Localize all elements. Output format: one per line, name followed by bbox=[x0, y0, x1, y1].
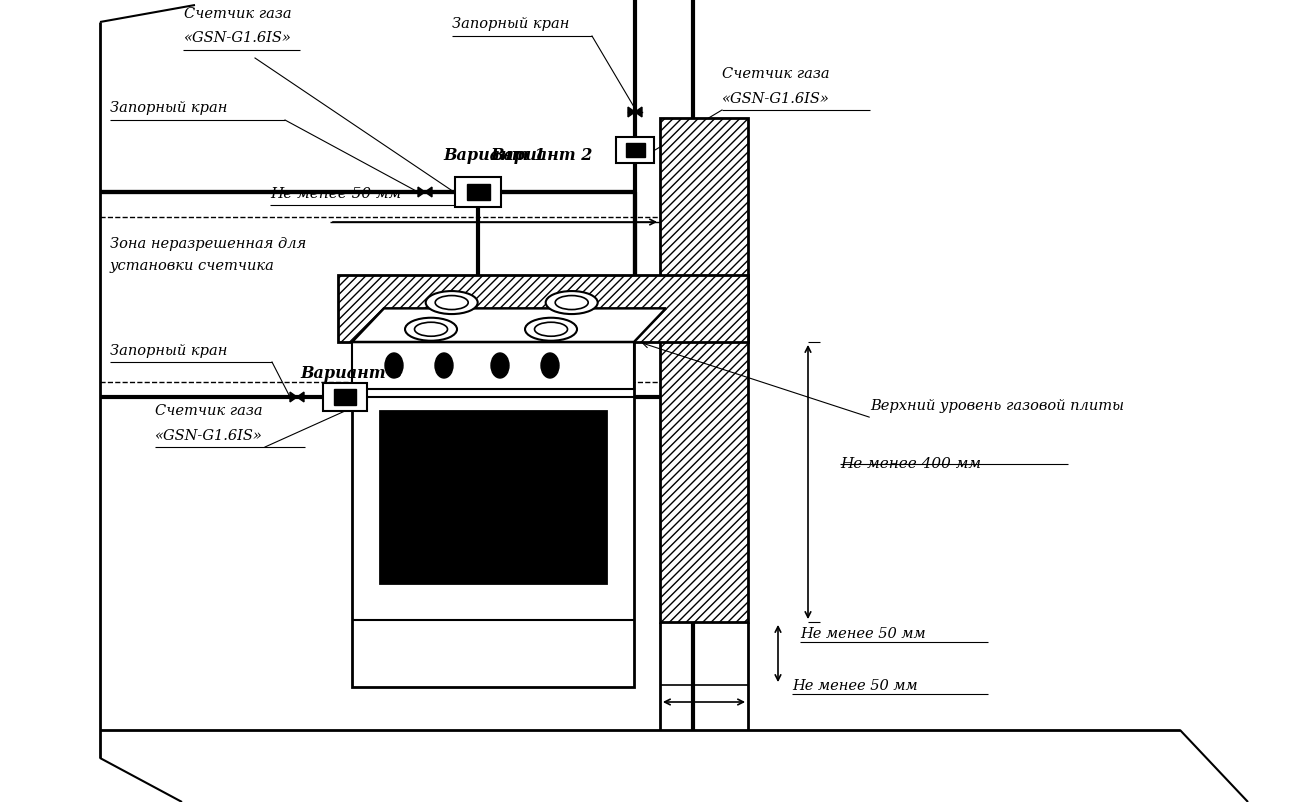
Bar bbox=[351, 342, 634, 687]
Ellipse shape bbox=[556, 296, 588, 310]
Ellipse shape bbox=[535, 322, 567, 336]
Ellipse shape bbox=[435, 353, 453, 378]
Text: Счетчик газа: Счетчик газа bbox=[155, 404, 262, 418]
Text: Вариант 3: Вариант 3 bbox=[300, 365, 402, 382]
Polygon shape bbox=[289, 392, 297, 402]
Ellipse shape bbox=[545, 291, 598, 314]
Ellipse shape bbox=[525, 318, 578, 341]
Bar bbox=[323, 383, 367, 411]
Polygon shape bbox=[628, 107, 634, 117]
Ellipse shape bbox=[425, 291, 478, 314]
Polygon shape bbox=[351, 308, 665, 342]
Polygon shape bbox=[419, 187, 425, 197]
Ellipse shape bbox=[415, 322, 447, 336]
Bar bbox=[466, 184, 490, 200]
Ellipse shape bbox=[541, 353, 559, 378]
Bar bbox=[335, 389, 357, 405]
Polygon shape bbox=[297, 392, 304, 402]
Text: Верхний уровень газовой плиты: Верхний уровень газовой плиты bbox=[870, 399, 1124, 413]
Bar bbox=[616, 137, 654, 163]
Bar bbox=[380, 411, 606, 583]
Text: Вариант 2: Вариант 2 bbox=[490, 147, 592, 164]
Ellipse shape bbox=[435, 296, 468, 310]
Bar bbox=[339, 275, 748, 342]
Text: Запорный кран: Запорный кран bbox=[110, 101, 227, 115]
Text: Не менее 50 мм: Не менее 50 мм bbox=[792, 679, 917, 693]
Text: Запорный кран: Запорный кран bbox=[452, 17, 570, 31]
Text: Зона неразрешенная для: Зона неразрешенная для bbox=[110, 237, 306, 251]
Text: Не менее 400 мм: Не менее 400 мм bbox=[840, 457, 981, 471]
Bar bbox=[351, 342, 634, 389]
Ellipse shape bbox=[491, 353, 509, 378]
Bar bbox=[455, 177, 501, 207]
Text: Не менее 50 мм: Не менее 50 мм bbox=[270, 187, 402, 201]
Ellipse shape bbox=[404, 318, 457, 341]
Bar bbox=[625, 143, 645, 157]
Text: Счетчик газа: Счетчик газа bbox=[185, 7, 292, 21]
Text: «GSN-G1.6IS»: «GSN-G1.6IS» bbox=[722, 92, 829, 106]
Polygon shape bbox=[425, 187, 432, 197]
Text: Не менее 50 мм: Не менее 50 мм bbox=[800, 627, 925, 641]
Text: Счетчик газа: Счетчик газа bbox=[722, 67, 829, 81]
Polygon shape bbox=[634, 107, 642, 117]
Text: Запорный кран: Запорный кран bbox=[110, 344, 227, 358]
Text: «GSN-G1.6IS»: «GSN-G1.6IS» bbox=[155, 429, 262, 443]
Text: Вариант 1: Вариант 1 bbox=[443, 147, 545, 164]
Text: «GSN-G1.6IS»: «GSN-G1.6IS» bbox=[183, 31, 292, 45]
Ellipse shape bbox=[385, 353, 403, 378]
Bar bbox=[660, 118, 748, 622]
Text: установки счетчика: установки счетчика bbox=[110, 259, 275, 273]
